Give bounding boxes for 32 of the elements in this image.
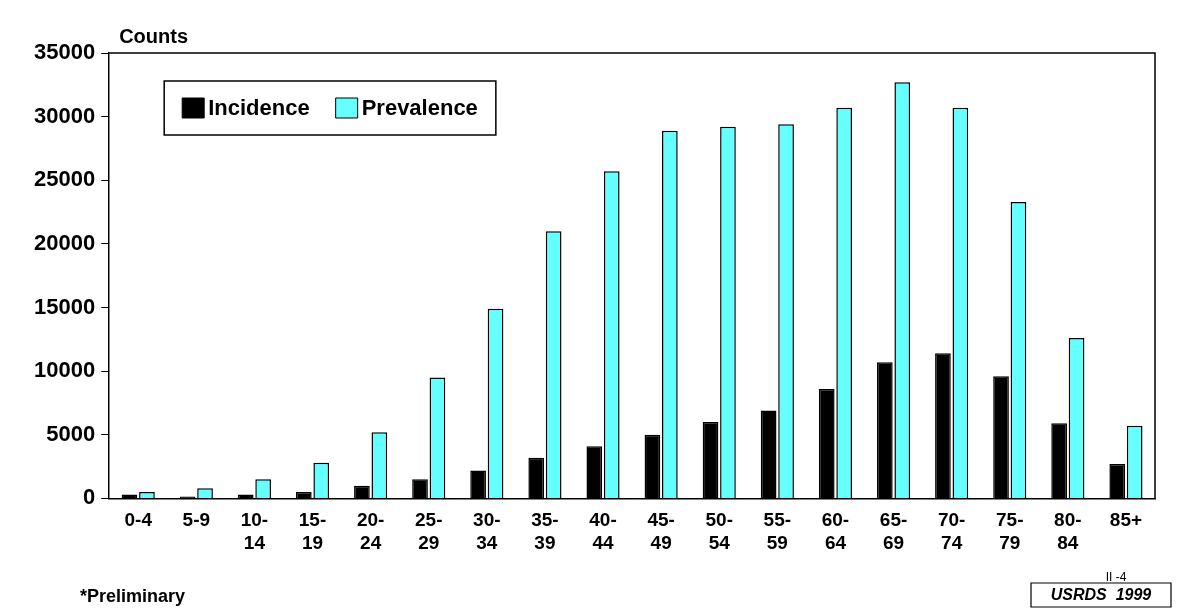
y-tick-label: 25000 (33, 166, 96, 192)
x-tick-label: 45-49 (647, 509, 675, 553)
x-tick-label: 70-74 (937, 509, 966, 553)
text: *Preliminary (80, 586, 186, 606)
x-tick-label: 60-64 (821, 509, 850, 553)
x-tick-label: 5-9 (182, 509, 211, 531)
y-axis-title: Counts (119, 24, 189, 47)
x-tick-label: 65-69 (879, 509, 908, 553)
x-tick-label: 80-84 (1054, 509, 1082, 553)
x-tick-label: 30-34 (473, 509, 501, 553)
x-tick-label: 50-54 (705, 509, 733, 553)
x-tick-label: 15-19 (298, 509, 327, 553)
text: USRDS 1999 (1050, 586, 1152, 604)
y-tick-label: 5000 (46, 420, 96, 446)
y-tick-label: 15000 (33, 293, 96, 319)
x-tick-label: 10-14 (240, 509, 269, 553)
x-tick-label: 75-79 (996, 509, 1024, 553)
y-tick-label: 0 (82, 484, 96, 510)
y-tick-label: 35000 (33, 39, 96, 65)
x-tick-label: 85+ (1109, 509, 1143, 531)
y-tick-label: 10000 (33, 357, 96, 383)
y-tick-label: 20000 (33, 229, 96, 255)
x-tick-label: 25-29 (415, 509, 443, 553)
x-tick-label: 40-44 (589, 509, 617, 553)
x-tick-label: 55-59 (763, 509, 792, 553)
text: II -4 (1105, 570, 1127, 584)
legend-label: Incidence (208, 95, 310, 121)
x-tick-label: 35-39 (531, 509, 559, 553)
x-tick-label: 20-24 (356, 509, 385, 553)
y-tick-label: 30000 (33, 102, 96, 128)
x-tick-label: 0-4 (124, 509, 153, 531)
legend-label: Prevalence (361, 95, 478, 121)
